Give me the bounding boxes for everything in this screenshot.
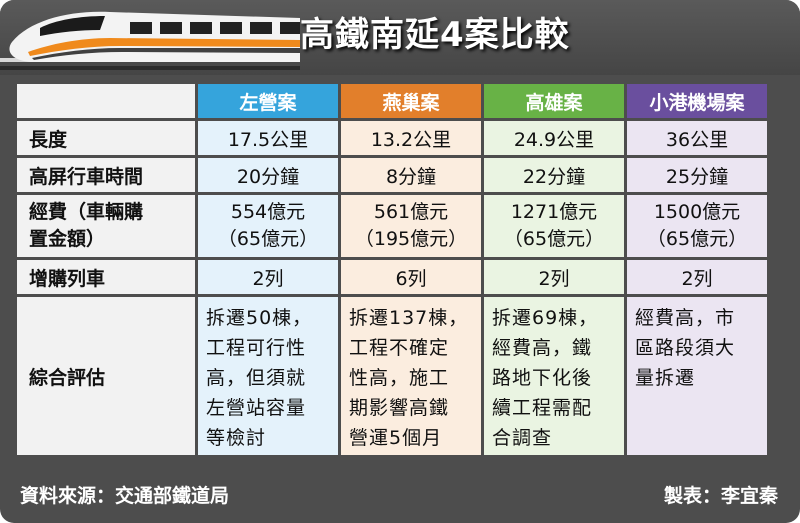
eval-line: 左營站容量 [206, 397, 307, 419]
cell-cost-zuoying: 554億元 （65億元） [198, 195, 338, 257]
vehicle-cost-value: （65億元） [217, 228, 319, 250]
cell-length-kaohsiung: 24.9公里 [484, 121, 624, 155]
eval-line: 高，但須就 [206, 367, 307, 389]
vehicle-cost-value: （65億元） [503, 228, 605, 250]
cell-cost-xiaogang: 1500億元 （65億元） [627, 195, 767, 257]
table-header-row: 左營案 燕巢案 高雄案 小港機場案 [17, 84, 767, 118]
vehicle-cost-value: （65億元） [646, 228, 748, 250]
cell-trains-zuoying: 2列 [198, 260, 338, 294]
column-header-yanchao: 燕巢案 [341, 84, 481, 118]
eval-line: 經費高，鐵 [492, 337, 593, 359]
eval-line: 續工程需配 [492, 397, 593, 419]
cell-cost-kaohsiung: 1271億元 （65億元） [484, 195, 624, 257]
cell-trains-yanchao: 6列 [341, 260, 481, 294]
eval-line: 性高，施工 [349, 367, 450, 389]
eval-line: 經費高，市 [635, 307, 736, 329]
row-label-length: 長度 [17, 121, 195, 155]
cell-cost-yanchao: 561億元 （195億元） [341, 195, 481, 257]
cell-trains-xiaogang: 2列 [627, 260, 767, 294]
cell-length-xiaogang: 36公里 [627, 121, 767, 155]
cell-eval-zuoying: 拆遷50棟， 工程可行性 高，但須就 左營站容量 等檢討 [198, 297, 338, 455]
row-label-cost: 經費（車輛購 置金額） [17, 195, 195, 257]
eval-line: 合調查 [492, 427, 553, 449]
vehicle-cost-value: （195億元） [354, 228, 468, 250]
eval-line: 區路段須大 [635, 337, 736, 359]
column-header-kaohsiung: 高雄案 [484, 84, 624, 118]
cell-time-zuoying: 20分鐘 [198, 158, 338, 192]
credit-text: 製表：李宜秦 [663, 485, 778, 507]
column-header-zuoying: 左營案 [198, 84, 338, 118]
row-label-evaluation: 綜合評估 [17, 297, 195, 455]
cost-value: 561億元 [373, 201, 449, 223]
eval-line: 工程可行性 [206, 337, 307, 359]
cost-value: 554億元 [230, 201, 306, 223]
cell-eval-xiaogang: 經費高，市 區路段須大 量拆遷 [627, 297, 767, 455]
row-label-cost-line-2: 置金額） [29, 228, 106, 250]
corner-cell [17, 84, 195, 118]
cell-time-xiaogang: 25分鐘 [627, 158, 767, 192]
cell-eval-yanchao: 拆遷137棟， 工程不確定 性高，施工 期影響高鐵 營運5個月 [341, 297, 481, 455]
eval-line: 營運5個月 [349, 427, 443, 449]
eval-line: 工程不確定 [349, 337, 450, 359]
table-row-trains: 增購列車 2列 6列 2列 2列 [17, 260, 767, 294]
eval-line: 量拆遷 [635, 367, 696, 389]
eval-line: 期影響高鐵 [349, 397, 450, 419]
footer-bar: 資料來源：交通部鐵道局 製表：李宜秦 [0, 476, 800, 516]
cell-length-zuoying: 17.5公里 [198, 121, 338, 155]
cost-value: 1271億元 [510, 201, 598, 223]
cost-value: 1500億元 [653, 201, 741, 223]
eval-line: 拆遷137棟， [349, 307, 469, 329]
cell-time-yanchao: 8分鐘 [341, 158, 481, 192]
row-label-travel-time: 高屏行車時間 [17, 158, 195, 192]
table-row-cost: 經費（車輛購 置金額） 554億元 （65億元） 561億元 （195億元） 1… [17, 195, 767, 257]
data-source-text: 資料來源：交通部鐵道局 [20, 485, 230, 507]
row-label-trains: 增購列車 [17, 260, 195, 294]
eval-line: 等檢討 [206, 427, 267, 449]
cell-trains-kaohsiung: 2列 [484, 260, 624, 294]
page-title: 高鐵南延4案比較 [300, 15, 570, 55]
table-row-evaluation: 綜合評估 拆遷50棟， 工程可行性 高，但須就 左營站容量 等檢討 拆遷137棟… [17, 297, 767, 455]
high-speed-train-illustration [0, 11, 300, 70]
cell-eval-kaohsiung: 拆遷69棟， 經費高，鐵 路地下化後 續工程需配 合調查 [484, 297, 624, 455]
column-header-xiaogang-airport: 小港機場案 [627, 84, 767, 118]
eval-line: 路地下化後 [492, 367, 593, 389]
table-row-travel-time: 高屏行車時間 20分鐘 8分鐘 22分鐘 25分鐘 [17, 158, 767, 192]
cell-length-yanchao: 13.2公里 [341, 121, 481, 155]
comparison-table: 左營案 燕巢案 高雄案 小港機場案 長度 17.5公里 13.2公里 24.9公… [14, 81, 770, 458]
eval-line: 拆遷69棟， [492, 307, 599, 329]
cell-time-kaohsiung: 22分鐘 [484, 158, 624, 192]
table-row-length: 長度 17.5公里 13.2公里 24.9公里 36公里 [17, 121, 767, 155]
row-label-cost-line-1: 經費（車輛購 [29, 201, 144, 223]
eval-line: 拆遷50棟， [206, 307, 313, 329]
